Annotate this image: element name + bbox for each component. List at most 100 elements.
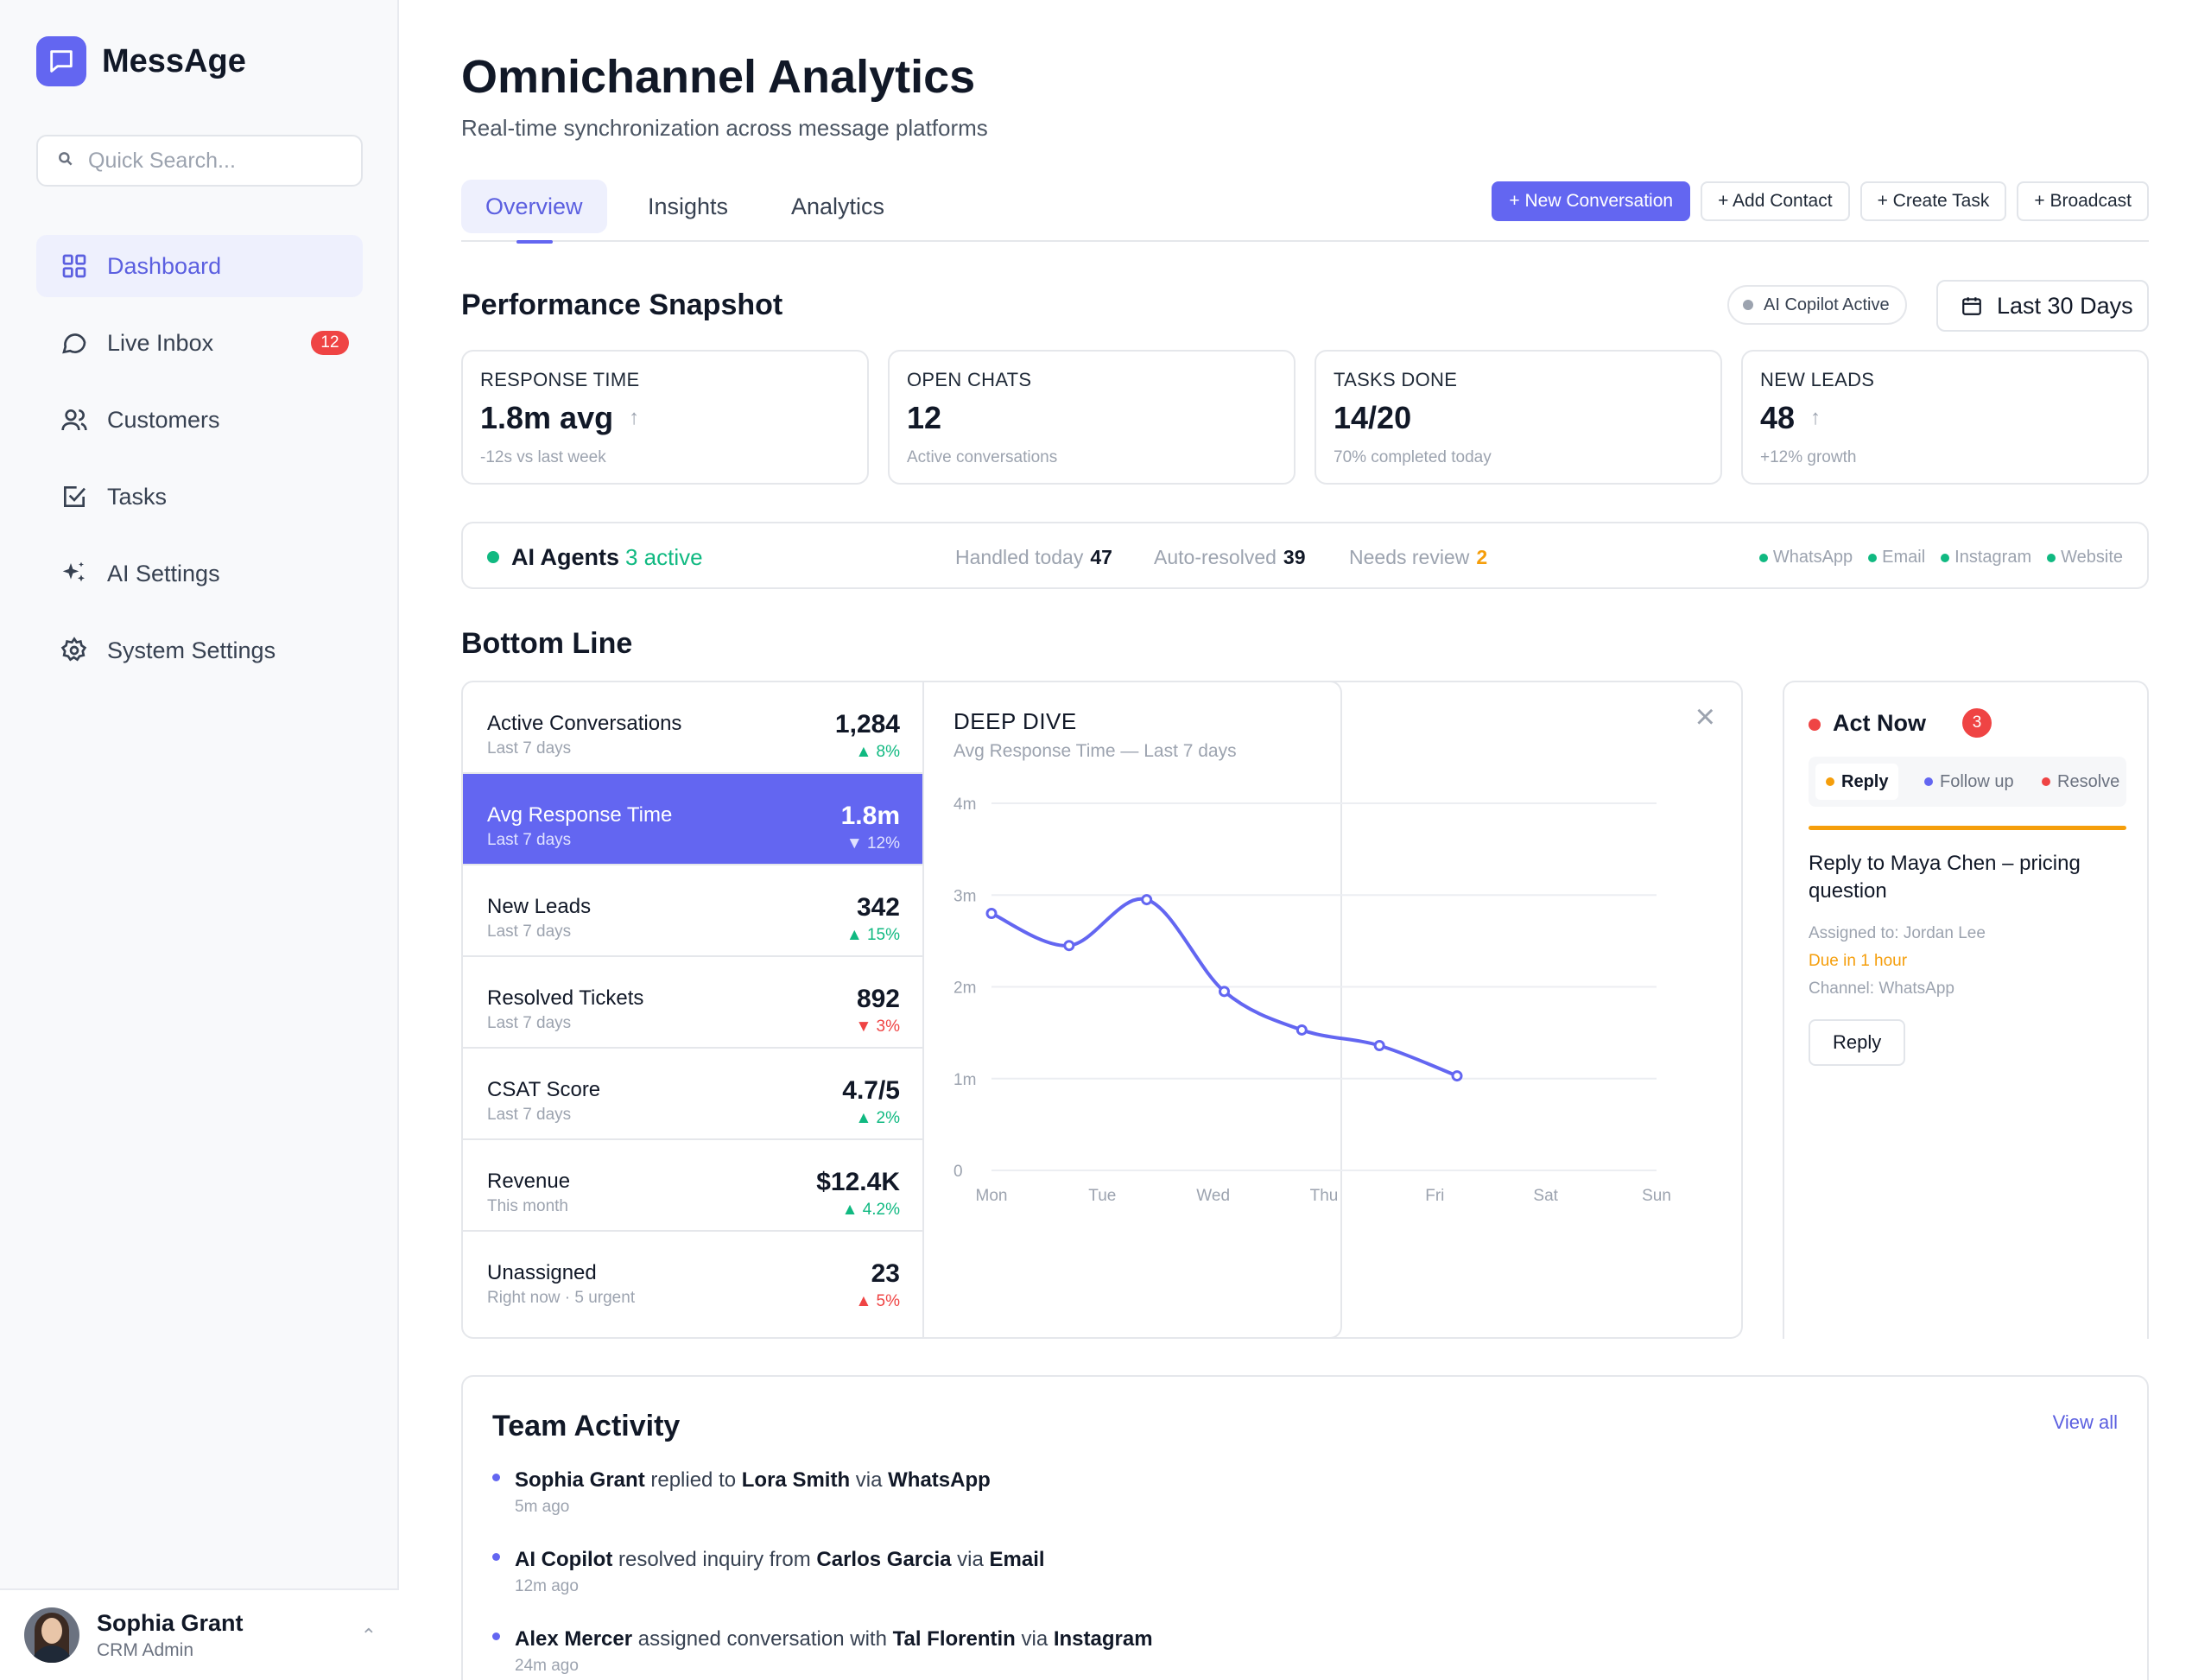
kpi-value: 1.8m avg: [480, 400, 614, 435]
target: Lora Smith: [741, 1468, 851, 1492]
sidebar-item-tasks[interactable]: Tasks: [36, 466, 363, 528]
tab-analytics[interactable]: Analytics: [791, 193, 885, 219]
bullet-dot: [492, 1474, 500, 1481]
metric-period: Last 7 days: [487, 922, 572, 941]
data-point: [985, 908, 998, 919]
y-tick-label: 1m: [953, 1071, 976, 1089]
page-subtitle: Real-time synchronization across message…: [461, 115, 988, 141]
kpi-label: NEW LEADS: [1760, 369, 1875, 390]
tab-overview[interactable]: Overview: [461, 180, 607, 233]
broadcast-button[interactable]: + Broadcast: [2017, 181, 2149, 221]
chat-logo-icon: [36, 36, 86, 86]
metric-value: 892: [856, 985, 900, 1013]
kpi-value-wrap: 48 ↑: [1760, 400, 2147, 436]
brand[interactable]: MessAge: [36, 36, 246, 86]
create-task-button[interactable]: + Create Task: [1859, 181, 2007, 221]
chevron-up-icon[interactable]: ⌃: [360, 1625, 377, 1646]
metric-row-revenue[interactable]: Revenue This month $12.4K ▲ 4.2%: [463, 1140, 922, 1232]
sidebar-item-ai-settings[interactable]: AI Settings: [36, 542, 363, 605]
filter-tab-reply[interactable]: Reply: [1815, 764, 1899, 800]
status-dot: [487, 551, 499, 563]
arrow-up-icon: ↑: [1810, 406, 1821, 429]
activity-text: AI Copilot resolved inquiry from Carlos …: [515, 1548, 1045, 1572]
close-icon[interactable]: ×: [1695, 698, 1715, 736]
channel-label: Email: [1882, 548, 1926, 567]
y-tick-label: 4m: [953, 796, 976, 814]
date-range-picker[interactable]: Last 30 Days: [1936, 280, 2149, 332]
metric-name: Active Conversations: [487, 712, 682, 735]
task-channel: Channel: WhatsApp: [1809, 979, 1954, 998]
metric-value: 4.7/5: [842, 1076, 900, 1105]
stat-value: 47: [1090, 546, 1112, 568]
metric-value: 1,284: [834, 710, 900, 739]
kpi-card-response-time[interactable]: RESPONSE TIME 1.8m avg ↑ -12s vs last wee…: [461, 350, 869, 485]
kpi-row: RESPONSE TIME 1.8m avg ↑ -12s vs last wee…: [461, 350, 2149, 485]
kpi-card-tasks-done[interactable]: TASKS DONE 14/20 70% completed today: [1315, 350, 1722, 485]
metric-change: ▼ 3%: [855, 1018, 900, 1036]
actor: AI Copilot: [515, 1548, 613, 1571]
data-point: [1451, 1070, 1463, 1082]
kpi-note: 70% completed today: [1334, 448, 1492, 466]
y-tick-label: 2m: [953, 979, 976, 998]
channel-list: WhatsApp Email Instagram Website: [1744, 548, 2123, 567]
data-point: [1063, 940, 1075, 952]
data-point: [1296, 1024, 1308, 1036]
sidebar-item-dashboard[interactable]: Dashboard: [36, 235, 363, 297]
metric-row-unassigned[interactable]: Unassigned Right now · 5 urgent 23 ▲ 5%: [463, 1232, 922, 1323]
chat-bubble-icon: [62, 333, 86, 354]
ai-copilot-status[interactable]: AI Copilot Active: [1727, 285, 1907, 325]
kpi-value-wrap: 1.8m avg ↑: [480, 400, 867, 436]
kpi-card-open-chats[interactable]: OPEN CHATS 12 Active conversations: [888, 350, 1296, 485]
kpi-note: Active conversations: [907, 448, 1058, 466]
activity-time: 12m ago: [515, 1577, 579, 1595]
sidebar-item-customers[interactable]: Customers: [36, 389, 363, 451]
task-title: Reply to Maya Chen – pricing question: [1809, 852, 2081, 903]
task-due: Due in 1 hour: [1809, 952, 1908, 970]
channel-label: Website: [2061, 548, 2123, 567]
sidebar-item-label: System Settings: [107, 637, 276, 663]
auto-resolved-stat: Auto-resolved 39: [1154, 546, 1306, 569]
activity-time: 5m ago: [515, 1498, 570, 1516]
sidebar-item-live-inbox[interactable]: Live Inbox 12: [36, 312, 363, 374]
metric-row-avg-response-time[interactable]: Avg Response Time Last 7 days 1.8m ▼ 12%: [463, 774, 922, 865]
data-point: [1219, 986, 1230, 998]
channel: Instagram: [1053, 1627, 1153, 1651]
users-icon: [61, 409, 87, 431]
data-point: [1141, 894, 1153, 906]
kpi-card-new-leads[interactable]: NEW LEADS 48 ↑ +12% growth: [1741, 350, 2149, 485]
metric-period: Right now · 5 urgent: [487, 1289, 636, 1307]
activity-text: Alex Mercer assigned conversation with T…: [515, 1627, 1153, 1651]
arrow-up-icon: ↑: [629, 406, 640, 429]
search-input[interactable]: [88, 148, 347, 174]
filter-tab-label: Resolve: [2057, 772, 2120, 791]
ai-agents-bar[interactable]: AI Agents 3 active Handled today 47 Auto-…: [461, 522, 2149, 589]
filter-tab-follow-up[interactable]: Follow up: [1914, 764, 2024, 800]
reply-button[interactable]: Reply: [1809, 1019, 1906, 1066]
metric-change: ▼ 12%: [846, 834, 900, 853]
active-tab-indicator: [516, 240, 553, 244]
metric-row-active-conversations[interactable]: Active Conversations Last 7 days 1,284 ▲…: [463, 682, 922, 774]
stat-label: Auto-resolved: [1154, 546, 1277, 568]
user-profile[interactable]: Sophia Grant CRM Admin ⌃: [0, 1588, 399, 1680]
sidebar-item-label: AI Settings: [107, 560, 220, 586]
tab-insights[interactable]: Insights: [648, 193, 729, 219]
stat-value: 39: [1283, 546, 1306, 568]
metric-row-new-leads[interactable]: New Leads Last 7 days 342 ▲ 15%: [463, 865, 922, 957]
deep-dive-card: DEEP DIVE Avg Response Time — Last 7 day…: [922, 681, 1743, 1339]
response-time-chart: 0 1m 2m 3m 4m Mon Tue Wed Thu Fri Sat Sun: [953, 796, 1671, 1205]
metric-name: New Leads: [487, 895, 592, 918]
add-contact-button[interactable]: + Add Contact: [1701, 181, 1850, 221]
metric-row-resolved-tickets[interactable]: Resolved Tickets Last 7 days 892 ▼ 3%: [463, 957, 922, 1049]
channel-email: Email: [1868, 548, 1925, 567]
filter-tab-label: Follow up: [1940, 772, 2014, 791]
sidebar-item-system-settings[interactable]: System Settings: [36, 619, 363, 682]
view-all-link[interactable]: View all: [2052, 1411, 2118, 1433]
verb: replied to: [650, 1468, 737, 1492]
metric-change: ▲ 8%: [855, 743, 900, 761]
quick-search[interactable]: [36, 135, 363, 187]
sidebar-item-label: Customers: [107, 406, 220, 433]
metric-row-csat-score[interactable]: CSAT Score Last 7 days 4.7/5 ▲ 2%: [463, 1049, 922, 1140]
filter-tab-resolve[interactable]: Resolve: [2031, 764, 2130, 800]
new-conversation-button[interactable]: + New Conversation: [1492, 181, 1691, 221]
quick-actions: + New Conversation + Add Contact + Creat…: [1481, 181, 2149, 221]
